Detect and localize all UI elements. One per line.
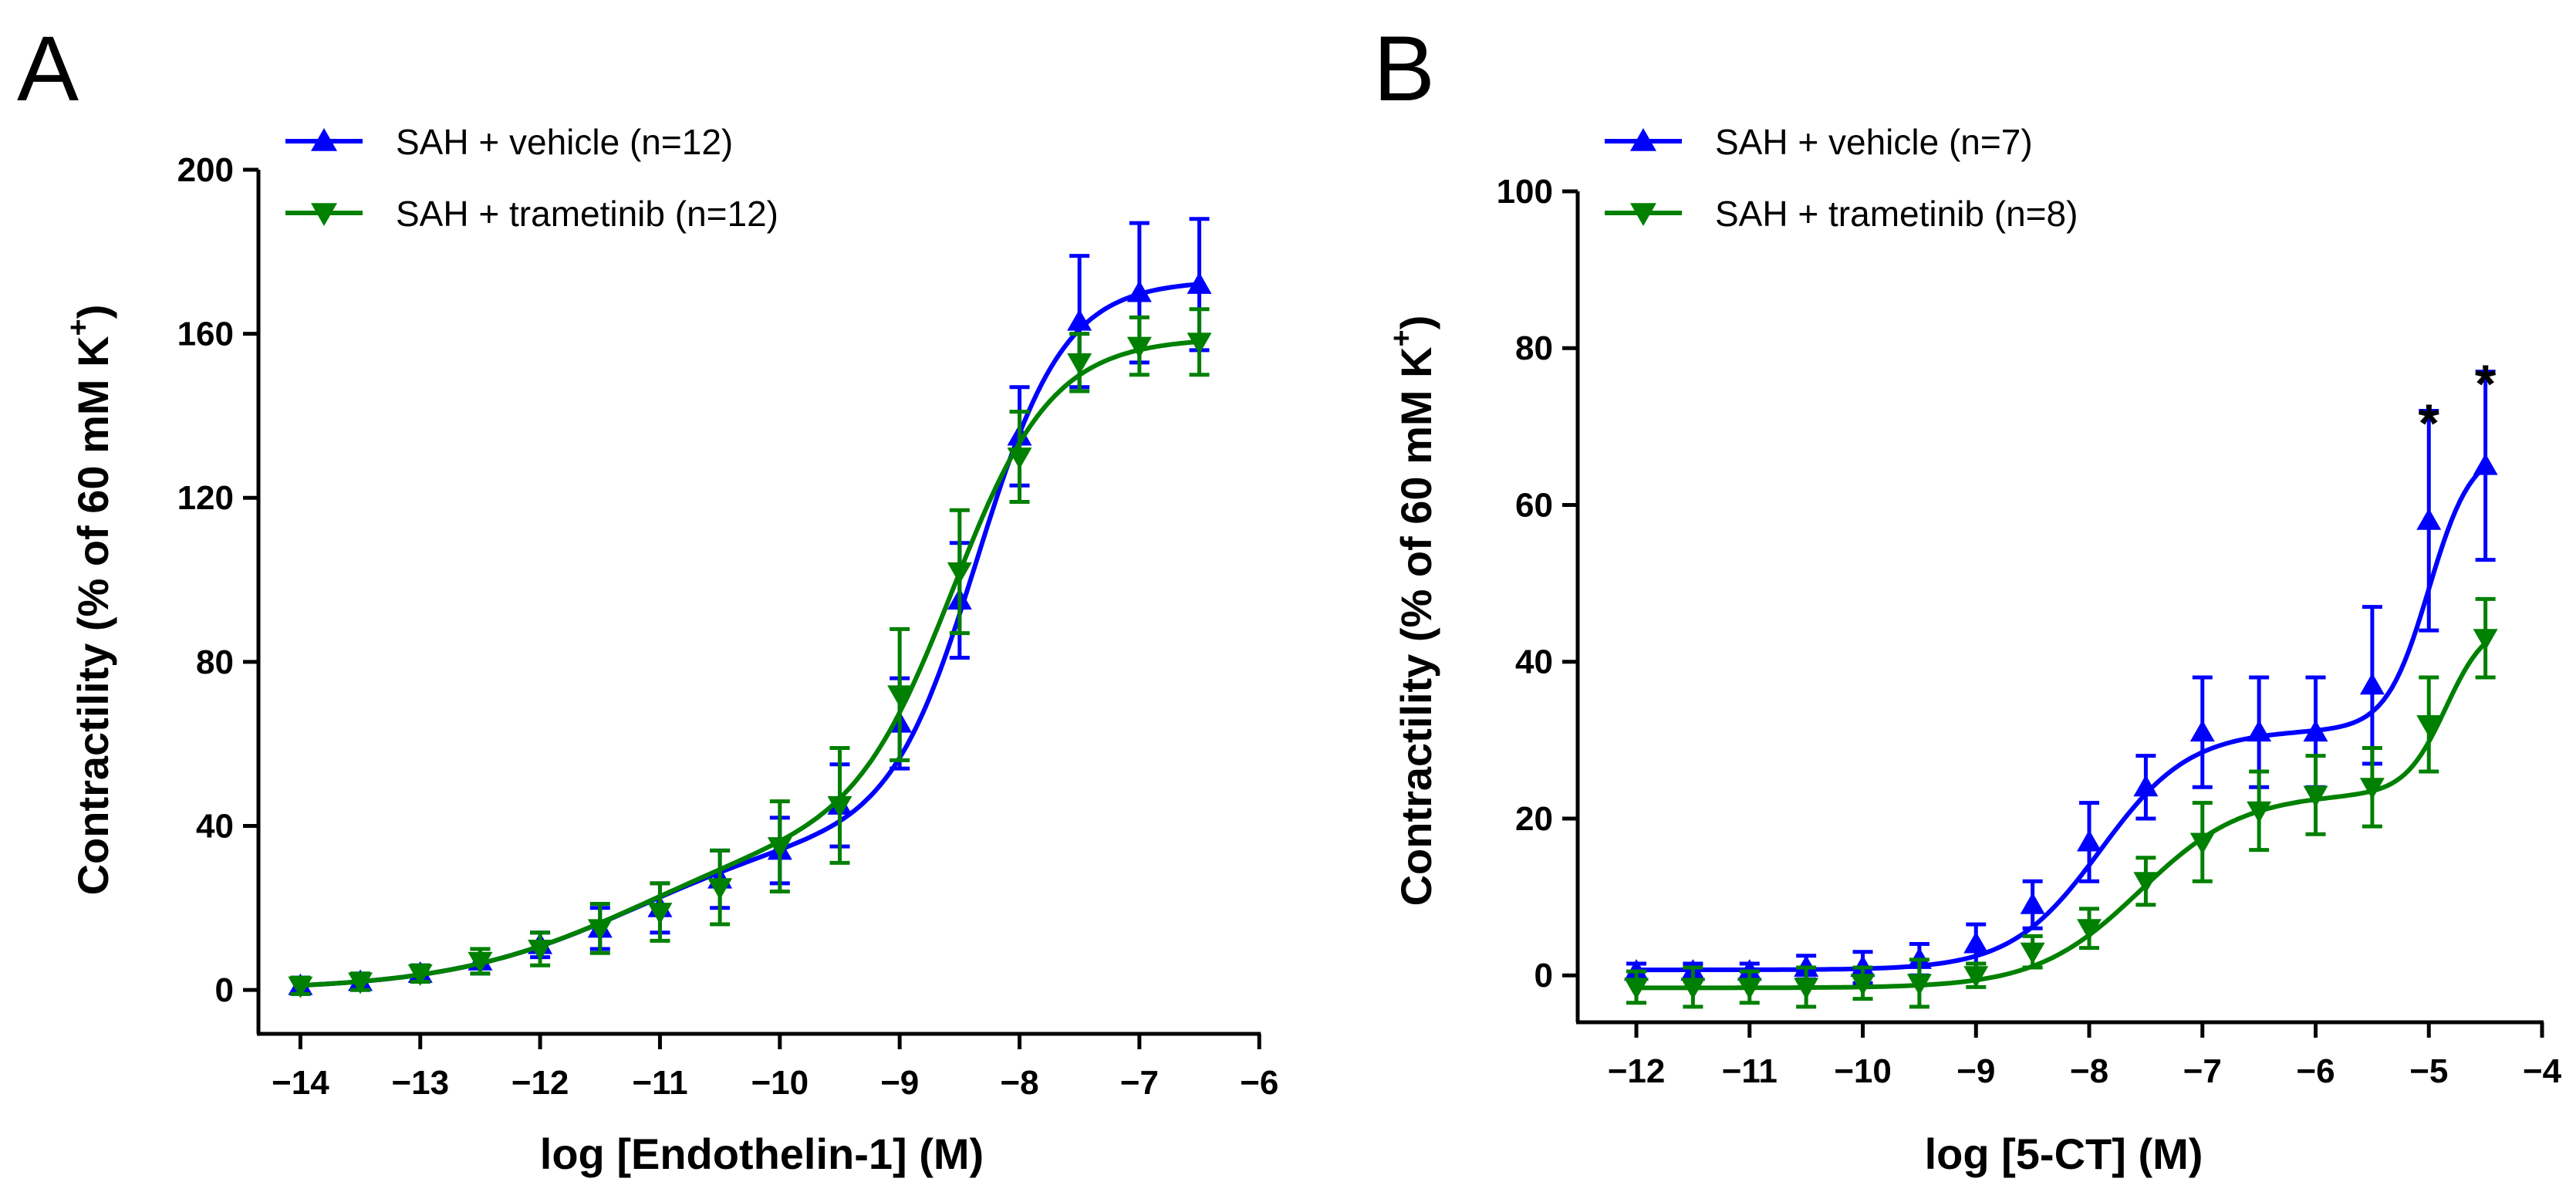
data-point <box>2247 720 2272 742</box>
legend-marker <box>311 128 337 151</box>
y-tick-label: 60 <box>1515 486 1553 524</box>
x-tick-label: −12 <box>1608 1052 1666 1090</box>
y-tick-label: 80 <box>1515 329 1553 367</box>
data-point <box>2189 720 2215 742</box>
data-point <box>2303 720 2328 742</box>
data-point <box>887 685 913 707</box>
legend-marker <box>1630 128 1656 151</box>
fit-curve <box>1636 641 2487 991</box>
data-point <box>348 972 373 994</box>
data-point <box>1963 966 1989 988</box>
data-point <box>2247 801 2272 823</box>
x-tick-label: −12 <box>511 1064 569 1102</box>
data-point <box>1906 974 1932 996</box>
x-tick-label: −11 <box>1722 1052 1778 1090</box>
fit-curve <box>300 339 1200 988</box>
y-axis-label: Contractility (% of 60 mM K+) <box>1386 316 1440 907</box>
y-tick-label: 120 <box>177 479 234 517</box>
chart-panel-a: 0 40 80 120 160 200 −14 −13 −12 −11 −10 −9 −8 −7 −6 log… <box>62 122 1278 1178</box>
data-point <box>2416 715 2442 738</box>
data-point <box>528 939 553 961</box>
data-point <box>1737 978 1762 1000</box>
y-tick-label: 80 <box>196 643 234 681</box>
data-point <box>2077 919 2102 941</box>
data-point <box>1963 931 1989 954</box>
legend-label: SAH + trametinib (n=8) <box>1715 194 2078 234</box>
x-tick-label: −8 <box>2070 1052 2108 1090</box>
data-point <box>2133 872 2159 894</box>
panel-label-b: B <box>1373 17 1435 120</box>
data-point <box>647 903 673 925</box>
data-point <box>1624 978 1649 1000</box>
significance-marker: * <box>2475 354 2497 414</box>
x-tick-label: −6 <box>2296 1052 2335 1090</box>
data-point <box>587 919 613 941</box>
data-point <box>468 951 493 974</box>
data-point <box>767 837 792 859</box>
data-point <box>407 964 433 986</box>
data-point <box>2189 832 2215 855</box>
x-tick-label: −10 <box>751 1064 809 1102</box>
data-point <box>1187 333 1212 355</box>
x-axis-label: log [Endothelin-1] (M) <box>540 1130 984 1178</box>
significance-marker: * <box>2419 393 2440 454</box>
data-point <box>2359 673 2385 695</box>
fit-curve <box>1636 464 2487 973</box>
y-tick-label: 100 <box>1497 173 1553 211</box>
data-point <box>1126 336 1152 359</box>
x-tick-label: −5 <box>2409 1052 2448 1090</box>
data-point <box>2133 775 2159 797</box>
data-point <box>2303 785 2328 808</box>
data-point <box>1850 974 1875 996</box>
x-tick-label: −4 <box>2523 1052 2562 1090</box>
data-point <box>2077 829 2102 852</box>
data-point <box>1067 353 1092 375</box>
data-point <box>2359 778 2385 800</box>
x-tick-label: −11 <box>632 1064 687 1102</box>
data-point <box>2416 508 2442 530</box>
y-tick-label: 40 <box>196 807 234 845</box>
data-point <box>2473 629 2498 651</box>
legend-label: SAH + trametinib (n=12) <box>396 194 778 234</box>
x-tick-label: −6 <box>1240 1064 1278 1102</box>
x-tick-label: −9 <box>880 1064 919 1102</box>
x-tick-label: −13 <box>391 1064 449 1102</box>
y-axis-label: Contractility (% of 60 mM K+) <box>62 305 117 896</box>
y-tick-label: 200 <box>177 151 234 189</box>
y-tick-label: 0 <box>215 971 234 1009</box>
data-point <box>288 976 313 998</box>
legend-label: SAH + vehicle (n=7) <box>1715 122 2033 162</box>
data-point <box>1187 272 1212 294</box>
legend-marker <box>1630 203 1656 226</box>
data-point <box>827 795 852 818</box>
data-point <box>947 562 972 584</box>
y-tick-label: 20 <box>1515 800 1553 838</box>
data-point <box>707 878 733 900</box>
legend-marker <box>311 203 337 226</box>
data-point <box>1007 447 1032 470</box>
data-point <box>2020 892 2045 914</box>
data-point <box>1680 978 1706 1000</box>
y-tick-label: 0 <box>1534 957 1553 994</box>
chart-panel-b: 0 20 40 60 80 100 −12 −11 −10 −9 −8 −7 −6 −5 −4 log [5-… <box>1386 122 2562 1178</box>
x-axis-label: log [5-CT] (M) <box>1925 1130 2203 1178</box>
data-point <box>2473 453 2498 475</box>
legend-label: SAH + vehicle (n=12) <box>396 122 733 162</box>
x-tick-label: −14 <box>272 1064 329 1102</box>
data-point <box>1794 978 1819 1000</box>
y-tick-label: 40 <box>1515 643 1553 681</box>
data-point <box>2020 942 2045 964</box>
data-point <box>1067 309 1092 331</box>
x-tick-label: −7 <box>1120 1064 1159 1102</box>
x-tick-label: −8 <box>1000 1064 1038 1102</box>
panel-label-a: A <box>17 17 79 120</box>
x-tick-label: −7 <box>2183 1052 2222 1090</box>
x-tick-label: −10 <box>1834 1052 1892 1090</box>
y-tick-label: 160 <box>177 316 234 353</box>
data-point <box>1126 280 1152 302</box>
x-tick-label: −9 <box>1956 1052 1995 1090</box>
